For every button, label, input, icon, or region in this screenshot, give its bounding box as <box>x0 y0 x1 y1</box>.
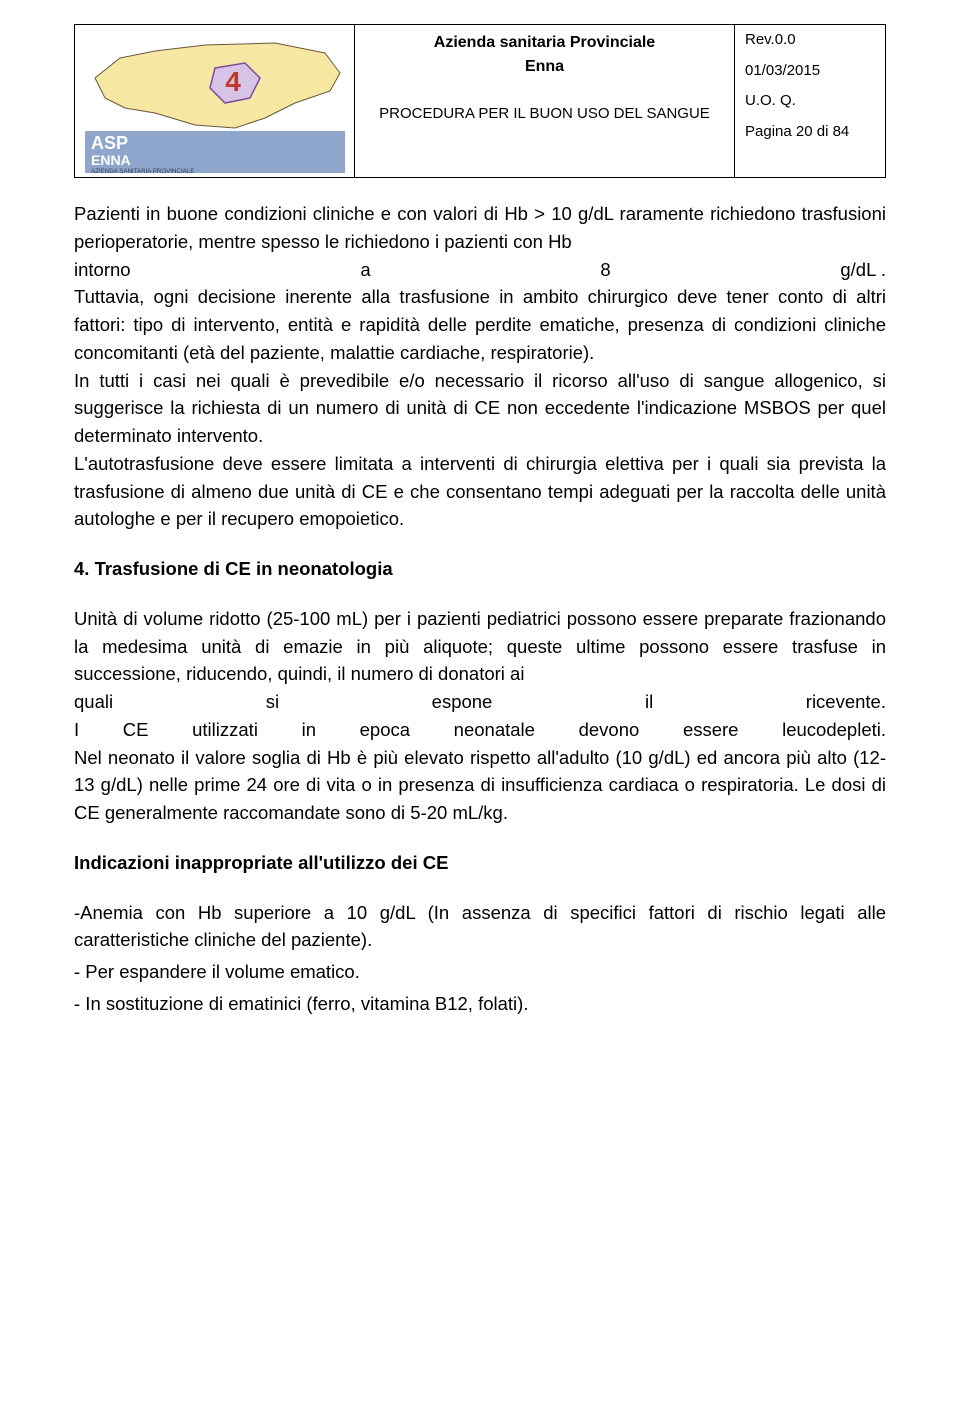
p1b-w3: 8 <box>600 256 610 284</box>
p5b-w2: si <box>266 688 279 716</box>
org-line1: Azienda sanitaria Provinciale <box>434 34 655 51</box>
header-mid-cell: Azienda sanitaria Provinciale Enna PROCE… <box>355 25 735 177</box>
content: Pazienti in buone condizioni cliniche e … <box>74 200 886 1018</box>
header-right-cell: Rev.0.0 01/03/2015 U.O. Q. Pagina 20 di … <box>735 25 885 177</box>
logo-sub: AZIENDA SANITARIA PROVINCIALE <box>91 168 194 173</box>
logo-asp: ASP <box>91 133 128 153</box>
para-2: Tuttavia, ogni decisione inerente alla t… <box>74 283 886 366</box>
p5c-w8: essere <box>683 716 739 744</box>
para-4: L'autotrasfusione deve essere limitata a… <box>74 450 886 533</box>
p5c-w9: leucodepleti. <box>782 716 886 744</box>
header-uo: U.O. Q. <box>735 86 885 117</box>
subhead-inappropriate: Indicazioni inappropriate all'utilizzo d… <box>74 849 886 877</box>
header-rev: Rev.0.0 <box>735 25 885 56</box>
p1b-w2: a <box>360 256 370 284</box>
logo-svg: 4 ASP ENNA AZIENDA SANITARIA PROVINCIALE <box>85 33 345 173</box>
para-5b-spread: quali si espone il ricevente. <box>74 688 886 716</box>
para-6: Nel neonato il valore soglia di Hb è più… <box>74 744 886 827</box>
p5c-w4: in <box>302 716 316 744</box>
para-1a: Pazienti in buone condizioni cliniche e … <box>74 200 886 256</box>
li-2: - Per espandere il volume ematico. <box>74 958 886 986</box>
p1b-w4: g/dL . <box>840 256 886 284</box>
p5c-w2: CE <box>123 716 149 744</box>
header-page: Pagina 20 di 84 <box>735 117 885 148</box>
logo-enna: ENNA <box>91 152 131 168</box>
p5c-w6: neonatale <box>454 716 535 744</box>
header-org: Azienda sanitaria Provinciale Enna <box>355 25 734 83</box>
p5b-w3: espone <box>432 688 493 716</box>
header-procedure: PROCEDURA PER IL BUON USO DEL SANGUE <box>355 83 734 134</box>
logo-number: 4 <box>225 66 241 97</box>
para-5a: Unità di volume ridotto (25-100 mL) per … <box>74 605 886 688</box>
org-line2: Enna <box>525 58 564 75</box>
header-logo-cell: 4 ASP ENNA AZIENDA SANITARIA PROVINCIALE <box>75 25 355 177</box>
li-3: - In sostituzione di ematinici (ferro, v… <box>74 990 886 1018</box>
p5c-w5: epoca <box>360 716 410 744</box>
p5c-w3: utilizzati <box>192 716 258 744</box>
para-1b-spread: intorno a 8 g/dL . <box>74 256 886 284</box>
p5b-w5: ricevente. <box>806 688 886 716</box>
p5b-w1: quali <box>74 688 113 716</box>
para-5c-spread: I CE utilizzati in epoca neonatale devon… <box>74 716 886 744</box>
header-table: 4 ASP ENNA AZIENDA SANITARIA PROVINCIALE… <box>74 24 886 178</box>
p5c-w7: devono <box>579 716 640 744</box>
para-3: In tutti i casi nei quali è prevedibile … <box>74 367 886 450</box>
header-date: 01/03/2015 <box>735 56 885 87</box>
p5b-w4: il <box>645 688 653 716</box>
p5c-w1: I <box>74 716 79 744</box>
page: 4 ASP ENNA AZIENDA SANITARIA PROVINCIALE… <box>0 0 960 1058</box>
p1b-w1: intorno <box>74 256 131 284</box>
li-1: -Anemia con Hb superiore a 10 g/dL (In a… <box>74 899 886 955</box>
section-4-title: 4. Trasfusione di CE in neonatologia <box>74 555 886 583</box>
